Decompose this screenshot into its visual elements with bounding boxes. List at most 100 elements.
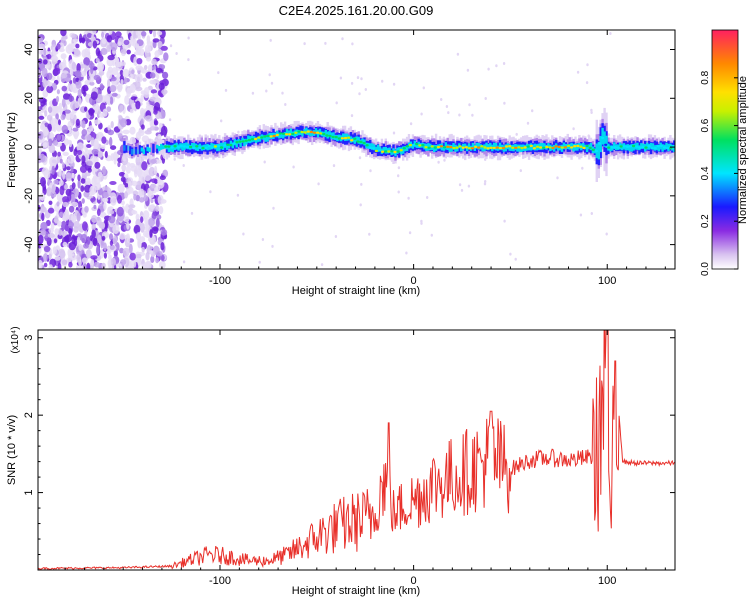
noise-blob [152,30,157,38]
ridge-peak [554,145,558,148]
noise-blob [150,204,156,210]
ridge-cell [318,128,322,135]
noise-blob [56,89,61,95]
ridge-peak [427,146,431,149]
noise-blob [81,37,86,44]
ridge-peak [189,145,193,149]
noise-blob [83,57,90,66]
noise-blob [397,174,400,178]
noise-blob [107,259,112,268]
noise-blob [50,133,55,138]
noise-blob [71,61,77,70]
noise-blob [40,177,46,187]
snr-multiplier: (x10⁴) [10,326,21,353]
ridge-cell [285,128,289,137]
spectrogram-ytick-label: 0 [23,144,35,150]
ridge-peak [582,146,586,150]
noise-blob [502,62,506,65]
spectrogram-axes: -100 0 100 40 20 0 -20 -40 [23,30,675,287]
ridge-cell [208,145,211,150]
noise-blob [72,77,77,84]
noise-blob [60,259,68,267]
noise-blob [93,261,100,268]
noise-blob [46,85,54,94]
noise-blob [81,85,86,95]
noise-blob [135,232,142,241]
noise-blob [126,221,130,230]
noise-blob [127,181,132,189]
noise-blob [90,197,96,203]
ridge-cell [669,143,672,149]
noise-blob [141,135,150,143]
noise-blob [133,224,141,234]
noise-blob [440,98,443,101]
ridge-cell [198,143,202,149]
noise-blob [70,193,76,204]
ridge-peak [474,145,478,148]
noise-blob [54,228,59,236]
ridge-cell [353,137,356,144]
ridge-peak [455,146,459,149]
noise-blob [263,160,266,164]
noise-blob [61,162,65,169]
noise-blob [350,114,354,118]
ridge-peak [443,146,447,149]
noise-blob [158,206,164,215]
noise-blob [92,103,100,111]
ridge-cell [589,143,593,151]
ridge-peak [529,144,533,148]
ridge-peak [486,147,490,150]
snr-series [38,330,675,570]
noise-blob [58,169,62,177]
noise-blob [87,42,94,47]
ridge-peak [235,141,239,144]
ridge-peak [563,146,568,149]
noise-blob [136,58,143,65]
noise-blob [82,221,88,232]
noise-blob [123,216,130,223]
noise-blob [140,94,144,103]
noise-blob [209,190,212,194]
noise-blob [43,59,48,65]
noise-blob [53,140,59,146]
spectrogram-ytick-label: -20 [23,188,35,204]
ridge-cell [282,133,285,139]
ridge-cell [369,143,372,149]
ridge-cell [127,145,130,151]
noise-blob [117,161,121,168]
ridge-cell [640,143,643,149]
ridge-peak [356,140,360,143]
ridge-peak [539,146,543,149]
ridge-peak [498,146,502,150]
ridge-peak [185,145,190,149]
noise-blob [39,153,46,163]
noise-blob [144,44,152,54]
noise-blob [106,106,112,112]
noise-blob [430,233,433,237]
ridge-cell [423,143,426,150]
ridge-peak [229,143,233,147]
noise-blob [126,87,132,98]
ridge-peak [501,146,506,150]
noise-blob [115,61,122,68]
noise-blob [109,233,113,241]
noise-blob [503,219,506,223]
ridge-cell [582,142,585,149]
ridge-peak [170,146,174,149]
noise-blob [590,108,593,112]
noise-blob [59,250,66,259]
ridge-cell [388,147,391,153]
noise-blob [84,106,88,112]
noise-blob [141,31,147,37]
noise-blob [123,77,127,85]
colorbar [711,29,739,270]
noise-blob [143,173,152,182]
colorbar-tick-label: 0.4 [700,166,711,180]
noise-blob [93,74,101,81]
ridge-cell [657,144,660,152]
noise-blob [118,115,123,120]
noise-blob [101,262,106,269]
noise-blob [145,260,152,269]
noise-blob [119,104,124,112]
noise-blob [141,124,145,130]
